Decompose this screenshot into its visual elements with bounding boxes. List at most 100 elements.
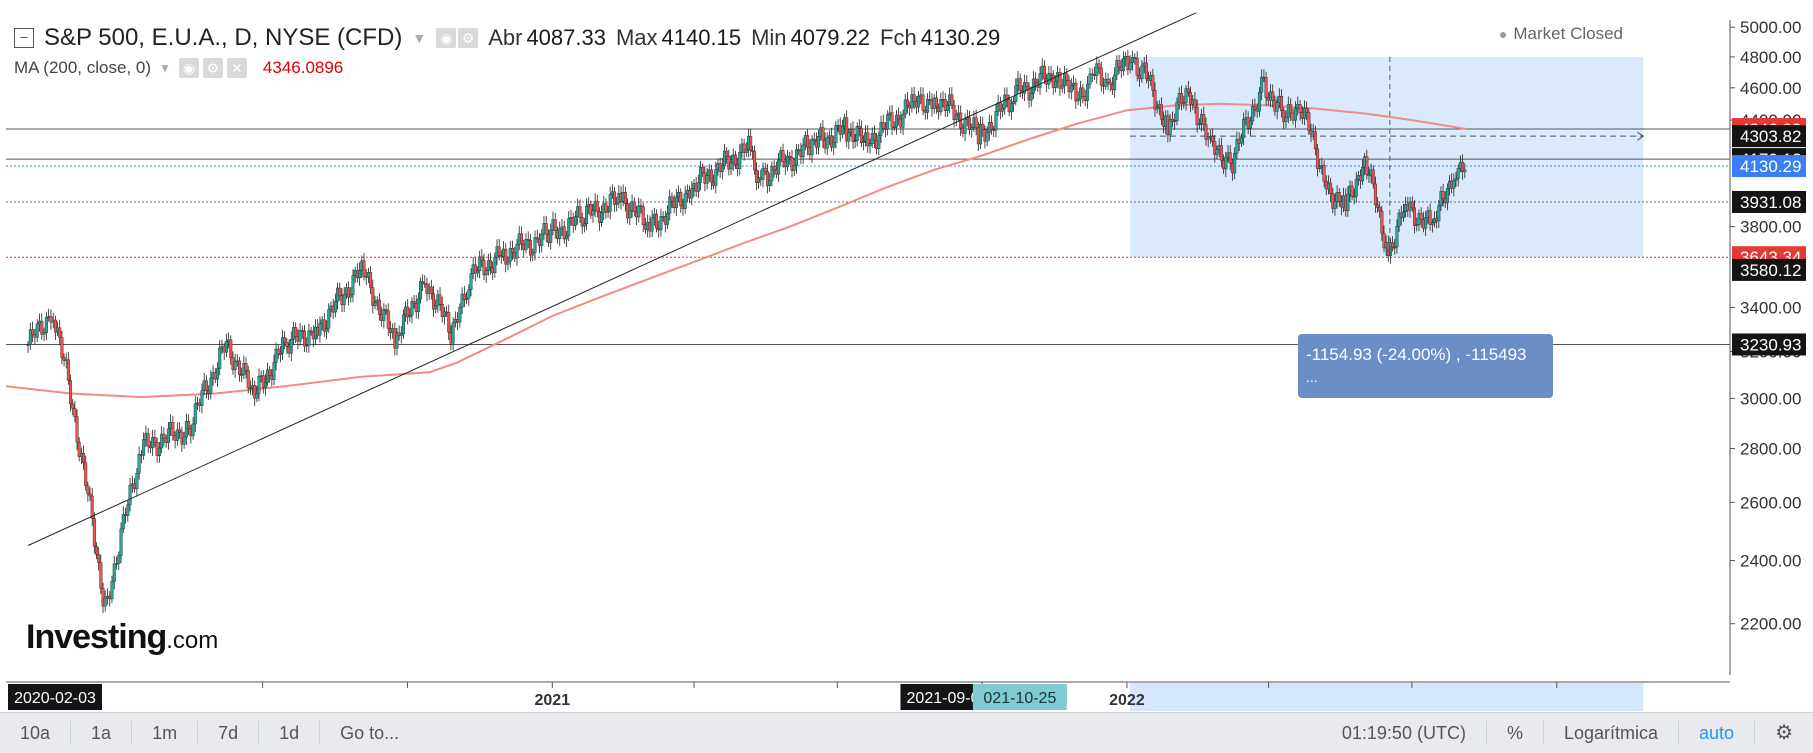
- candle-body: [429, 286, 433, 294]
- candle-body: [1170, 118, 1174, 122]
- candle-body: [75, 416, 79, 443]
- candle-body: [994, 111, 998, 131]
- candle: [266, 362, 270, 387]
- gear-icon[interactable]: ⚙: [202, 58, 223, 78]
- candle: [1219, 137, 1223, 168]
- candle-body: [508, 248, 512, 262]
- x-highlight-badge: [8, 684, 102, 710]
- candle: [362, 253, 366, 281]
- candle-body: [1382, 232, 1386, 249]
- candle: [1206, 132, 1210, 148]
- minus-box-icon[interactable]: −: [14, 28, 34, 48]
- candle: [1215, 145, 1219, 160]
- candle: [524, 232, 528, 254]
- percent-toggle[interactable]: %: [1487, 721, 1544, 745]
- candle: [431, 285, 435, 318]
- candle-body: [1424, 217, 1428, 229]
- candle-body: [981, 123, 985, 130]
- candle-body: [763, 167, 767, 172]
- candle: [462, 286, 466, 308]
- candle: [1329, 178, 1333, 202]
- candle: [142, 432, 146, 460]
- candle: [879, 115, 883, 144]
- range-1d-button[interactable]: 1d: [259, 721, 321, 745]
- close-icon[interactable]: ✕: [226, 58, 247, 78]
- range-1m-button[interactable]: 1m: [132, 721, 199, 745]
- measure-box: [1130, 56, 1644, 258]
- candle: [515, 238, 519, 267]
- candle: [69, 374, 73, 412]
- candle-body: [302, 330, 306, 347]
- candle: [62, 353, 66, 367]
- candle: [1159, 97, 1163, 126]
- candle-body: [69, 380, 73, 405]
- candle-body: [1428, 210, 1432, 225]
- candle-body: [985, 132, 989, 142]
- candle-body: [146, 433, 150, 447]
- candle: [1023, 74, 1027, 102]
- eye-icon[interactable]: ◉: [178, 58, 199, 78]
- candle-body: [484, 270, 488, 276]
- log-toggle[interactable]: Logarítmica: [1544, 721, 1680, 745]
- candle-body: [412, 301, 416, 304]
- candle-body: [524, 239, 528, 250]
- measure-tooltip-box: [1298, 334, 1553, 398]
- candle: [666, 205, 670, 229]
- goto-button[interactable]: Go to...: [340, 723, 400, 743]
- candle: [224, 333, 228, 358]
- candle: [49, 309, 53, 331]
- candle-body: [35, 323, 39, 338]
- candle: [821, 120, 825, 149]
- candle-body: [881, 122, 885, 129]
- candle: [476, 266, 480, 278]
- candle: [1275, 96, 1279, 120]
- candle-body: [338, 287, 342, 297]
- candle-body: [742, 143, 746, 153]
- candle: [1115, 55, 1119, 80]
- indicator-label[interactable]: MA (200, close, 0): [14, 58, 152, 77]
- chevron-down-icon[interactable]: ▼: [159, 61, 171, 75]
- candle-body: [666, 212, 670, 225]
- candle-body: [278, 353, 282, 355]
- candle-body: [1197, 123, 1201, 126]
- gear-icon[interactable]: ⚙: [458, 28, 479, 48]
- range-7d-button[interactable]: 7d: [198, 721, 260, 745]
- gear-icon[interactable]: ⚙: [1775, 722, 1793, 744]
- candle-body: [1108, 82, 1112, 85]
- range-10y-button[interactable]: 10a: [0, 721, 72, 745]
- candle: [1228, 145, 1232, 171]
- range-1y-button[interactable]: 1a: [71, 721, 133, 745]
- candle: [309, 326, 313, 336]
- candle: [480, 249, 484, 268]
- candle: [126, 500, 130, 522]
- candle: [77, 437, 81, 462]
- eye-icon[interactable]: ◉: [436, 28, 457, 48]
- candle: [855, 122, 859, 147]
- candle-body: [578, 206, 582, 218]
- candle-body: [434, 305, 438, 310]
- candle-body: [1113, 74, 1117, 91]
- candle: [423, 275, 427, 288]
- candle-body: [535, 237, 539, 240]
- auto-toggle[interactable]: auto: [1679, 721, 1756, 745]
- candle-body: [696, 182, 700, 192]
- candle: [1257, 86, 1261, 117]
- candle: [60, 330, 64, 365]
- candle-body: [781, 150, 785, 162]
- symbol-title[interactable]: S&P 500, E.U.A., D, NYSE (CFD): [44, 24, 403, 51]
- candle: [905, 92, 909, 114]
- candle: [1144, 55, 1148, 84]
- candle-body: [990, 122, 994, 130]
- candle: [531, 248, 535, 262]
- candle: [1009, 98, 1013, 120]
- candle: [419, 277, 423, 304]
- candle-body: [371, 287, 375, 306]
- chevron-down-icon[interactable]: ▼: [412, 30, 427, 46]
- candle-body: [1213, 141, 1217, 155]
- candle-body: [1401, 211, 1405, 218]
- candle: [246, 365, 250, 394]
- candle-body: [901, 114, 905, 128]
- candle-body: [137, 454, 141, 474]
- candle: [1282, 107, 1286, 130]
